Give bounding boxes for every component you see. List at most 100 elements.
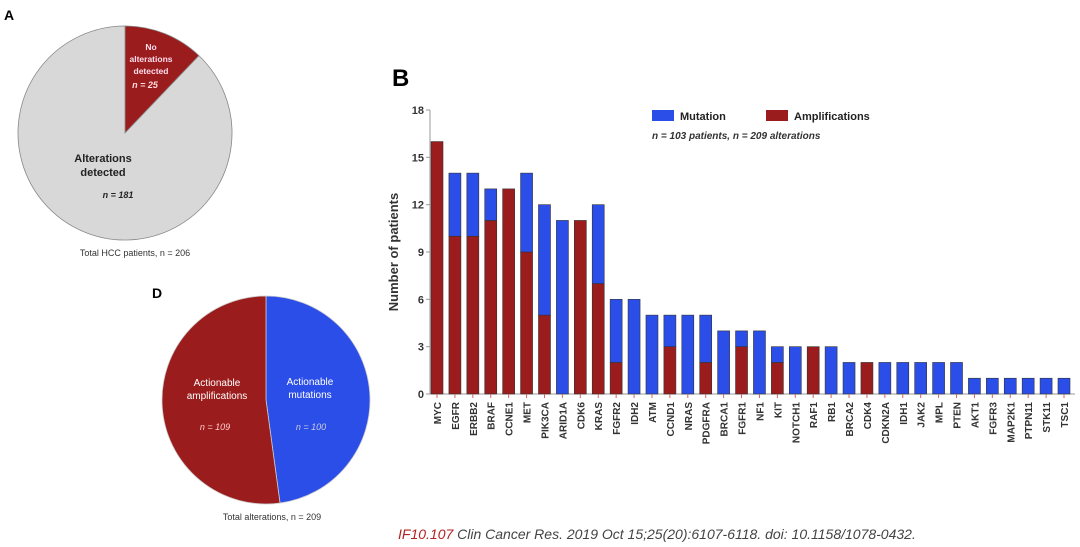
bar-mutation-PIK3CA [538,204,551,316]
bar-amplifications-CDK4 [860,362,874,395]
panel-b-label: B [392,65,409,92]
bar-mutation-KIT [771,346,784,363]
bar-amplifications-FGFR2 [609,362,623,395]
pie-a-slice-n-2: n = 181 [103,190,134,200]
bar-mutation-TSC1 [1057,377,1071,395]
x-tick-label: PDGFRA [702,402,713,444]
x-tick-label: ERBB2 [469,402,480,436]
bar-mutation-CDKN2A [878,362,892,395]
citation-text: Clin Cancer Res. 2019 Oct 15;25(20):6107… [453,526,916,542]
x-tick-label: RB1 [827,402,838,422]
bar-mutation-FGFR1 [735,330,748,347]
y-tick-label: 3 [418,342,424,354]
bar-mutation-ATM [645,314,659,395]
bar-amplifications-CCNE1 [502,188,515,395]
citation-caption: IF10.107 Clin Cancer Res. 2019 Oct 15;25… [398,526,916,542]
pie-a [17,25,233,241]
bar-mutation-NOTCH1 [788,346,802,395]
bar-mutation-FGFR2 [609,299,623,363]
x-tick-label: STK11 [1042,402,1053,433]
bar-mutation-RB1 [824,346,838,395]
impact-factor: IF10.107 [398,526,454,542]
bar-mutation-NRAS [681,314,695,395]
x-tick-label: CDK6 [576,402,587,430]
bar-mutation-ERBB2 [466,172,480,237]
legend-swatch-amplifications [766,110,788,121]
pie-slice [124,25,200,134]
x-tick-label: RAF1 [809,402,820,429]
x-tick-label: PIK3CA [540,402,551,439]
x-tick-label: MET [523,402,534,423]
x-tick-label: CDK4 [863,402,874,430]
bar-amplifications-MYC [430,141,444,395]
x-tick-label: TSC1 [1060,402,1071,428]
bar-amplifications-MET [520,251,533,395]
x-tick-label: KIT [773,402,784,418]
pie-d-label-amp-b: amplifications [187,391,248,402]
bar-mutation-MET [520,172,533,253]
y-tick-label: 12 [412,200,424,212]
x-tick-label: KRAS [594,402,605,431]
bar-amplifications-ERBB2 [466,235,480,395]
x-tick-label: ARID1A [558,402,569,439]
x-tick-label: FGFR2 [612,402,623,435]
pie-a-footnote: Total HCC patients, n = 206 [80,248,190,258]
bar-amplifications-PIK3CA [538,314,551,395]
x-tick-label: CCNE1 [505,402,516,436]
panel-a-label: A [4,7,14,23]
bar-amplifications-RAF1 [806,346,820,395]
legend-swatch-mutation [652,110,674,121]
bar-mutation-MAP2K1 [1003,377,1017,395]
pie-a-slice-label-line: No [145,42,156,52]
pie-d-footnote: Total alterations, n = 209 [223,512,321,522]
pie-d-n-mut: n = 100 [296,422,326,432]
x-tick-label: EGFR [451,401,462,430]
x-tick-label: IDH2 [630,402,641,425]
bar-mutation-KRAS [591,204,605,284]
x-tick-label: MYC [433,402,444,424]
bar-amplifications-CDK6 [574,220,587,395]
x-tick-label: JAK2 [917,402,928,428]
x-tick-label: FGFR1 [738,402,749,435]
bar-mutation-MPL [932,362,945,395]
bar-mutation-BRAF [484,188,498,221]
x-tick-label: ATM [648,402,659,423]
x-tick-label: PTEN [953,402,964,429]
y-tick-label: 0 [418,389,424,401]
x-tick-label: BRCA2 [845,402,856,437]
bar-mutation-BRCA1 [717,330,730,395]
bar-mutation-NF1 [753,330,766,395]
x-tick-label: NF1 [755,402,766,421]
legend-label-mutation: Mutation [680,111,726,123]
x-tick-label: IDH1 [899,402,910,425]
bar-mutation-EGFR [448,172,462,237]
bar-mutation-IDH1 [896,362,910,395]
x-tick-label: BRCA1 [720,402,731,437]
bar-chart-b: 0 3 6 9 12 15 18 MYC EGFR ERBB2 BRAF CCNE1 MET PIK3CA… [412,105,1075,444]
bar-mutation-BRCA2 [842,362,856,395]
bar-mutation-IDH2 [627,299,641,395]
pie-d [161,295,371,505]
pie-slice [265,295,371,504]
x-tick-label: FGFR3 [988,402,999,435]
pie-slice [161,295,281,505]
x-tick-label: MAP2K1 [1006,402,1017,443]
bar-amplifications-KIT [771,362,784,395]
bar-mutation-PTEN [950,362,963,395]
x-tick-label: PTPN11 [1024,402,1035,440]
y-tick-label: 6 [418,294,424,306]
x-tick-label: AKT1 [970,402,981,429]
x-tick-label: CCND1 [666,402,677,437]
y-axis-label: Number of patients [386,193,401,311]
pie-slice [17,25,233,241]
bar-mutation-ARID1A [556,220,569,395]
pie-d-label-mut-a: Actionable [287,377,334,388]
bar-mutation-JAK2 [914,362,927,395]
x-tick-label: BRAF [487,402,498,430]
bar-amplifications-KRAS [591,283,605,395]
bar-mutation-PDGFRA [699,314,713,363]
bar-amplifications-BRAF [484,220,498,395]
y-tick-label: 18 [412,105,424,117]
pie-a-slice-label-line: detected [134,66,169,76]
